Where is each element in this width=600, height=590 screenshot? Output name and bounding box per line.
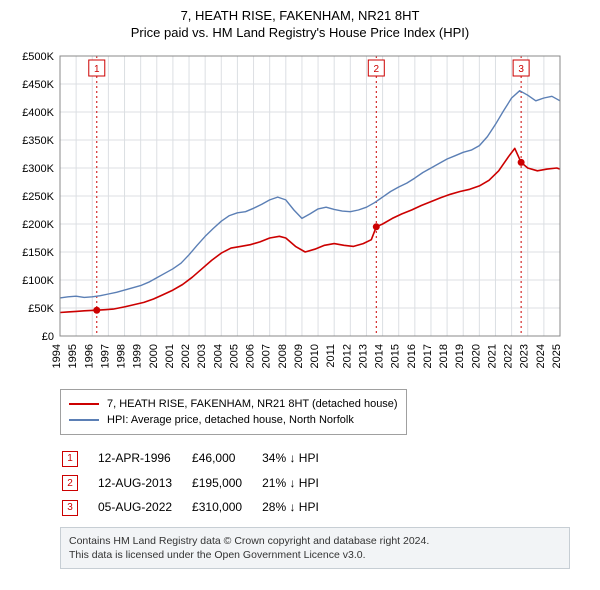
event-marker: 2 bbox=[62, 475, 78, 491]
event-row: 1 12-APR-1996£46,00034% ↓ HPI bbox=[62, 447, 337, 470]
svg-text:2005: 2005 bbox=[228, 344, 240, 368]
svg-text:2: 2 bbox=[374, 64, 380, 75]
svg-text:2014: 2014 bbox=[374, 344, 386, 368]
svg-text:1998: 1998 bbox=[116, 344, 128, 368]
svg-text:2007: 2007 bbox=[261, 344, 273, 368]
event-marker: 1 bbox=[62, 451, 78, 467]
svg-text:2015: 2015 bbox=[390, 344, 402, 368]
svg-text:2025: 2025 bbox=[551, 344, 563, 368]
event-date: 12-AUG-2013 bbox=[98, 472, 190, 495]
svg-text:2016: 2016 bbox=[406, 344, 418, 368]
chart-area: £0 £50K £100K £150K £200K £250K £300K £350K £400… bbox=[10, 46, 590, 381]
event-diff: 34% ↓ HPI bbox=[262, 447, 337, 470]
svg-text:2006: 2006 bbox=[245, 344, 257, 368]
chart-title-subtitle: Price paid vs. HM Land Registry's House … bbox=[10, 25, 590, 40]
svg-text:1996: 1996 bbox=[83, 344, 95, 368]
svg-text:3: 3 bbox=[518, 64, 524, 75]
svg-text:1995: 1995 bbox=[67, 344, 79, 368]
svg-text:£150K: £150K bbox=[22, 247, 54, 259]
svg-text:1999: 1999 bbox=[132, 344, 144, 368]
event-price: £310,000 bbox=[192, 496, 260, 519]
legend-label-hpi: HPI: Average price, detached house, Nort… bbox=[107, 412, 354, 428]
svg-text:2017: 2017 bbox=[422, 344, 434, 368]
svg-text:2019: 2019 bbox=[454, 344, 466, 368]
svg-text:1: 1 bbox=[94, 64, 100, 75]
event-marker: 3 bbox=[62, 500, 78, 516]
legend-item-property: 7, HEATH RISE, FAKENHAM, NR21 8HT (detac… bbox=[69, 396, 398, 412]
svg-text:2003: 2003 bbox=[196, 344, 208, 368]
svg-text:£450K: £450K bbox=[22, 79, 54, 91]
svg-text:2013: 2013 bbox=[357, 344, 369, 368]
event-row: 3 05-AUG-2022£310,00028% ↓ HPI bbox=[62, 496, 337, 519]
svg-text:2021: 2021 bbox=[486, 344, 498, 368]
svg-text:2004: 2004 bbox=[212, 344, 224, 368]
legend-swatch-property bbox=[69, 403, 99, 405]
svg-text:£200K: £200K bbox=[22, 219, 54, 231]
legend-swatch-hpi bbox=[69, 419, 99, 421]
event-diff: 28% ↓ HPI bbox=[262, 496, 337, 519]
svg-text:£350K: £350K bbox=[22, 135, 54, 147]
event-diff: 21% ↓ HPI bbox=[262, 472, 337, 495]
svg-text:2020: 2020 bbox=[470, 344, 482, 368]
svg-text:1997: 1997 bbox=[99, 344, 111, 368]
attribution-footer: Contains HM Land Registry data © Crown c… bbox=[60, 527, 570, 569]
legend-label-property: 7, HEATH RISE, FAKENHAM, NR21 8HT (detac… bbox=[107, 396, 398, 412]
svg-text:£0: £0 bbox=[42, 331, 54, 343]
svg-text:2023: 2023 bbox=[519, 344, 531, 368]
event-row: 2 12-AUG-2013£195,00021% ↓ HPI bbox=[62, 472, 337, 495]
svg-text:£300K: £300K bbox=[22, 163, 54, 175]
events-table: 1 12-APR-1996£46,00034% ↓ HPI 2 12-AUG-2013… bbox=[60, 445, 339, 521]
svg-text:2002: 2002 bbox=[180, 344, 192, 368]
price-chart-svg: £0 £50K £100K £150K £200K £250K £300K £350K £400… bbox=[10, 46, 570, 376]
event-date: 12-APR-1996 bbox=[98, 447, 190, 470]
chart-title-block: 7, HEATH RISE, FAKENHAM, NR21 8HT Price … bbox=[10, 8, 590, 40]
svg-text:£50K: £50K bbox=[28, 303, 54, 315]
svg-text:2024: 2024 bbox=[535, 344, 547, 368]
svg-text:2000: 2000 bbox=[148, 344, 160, 368]
chart-title-address: 7, HEATH RISE, FAKENHAM, NR21 8HT bbox=[10, 8, 590, 23]
event-price: £195,000 bbox=[192, 472, 260, 495]
svg-text:£100K: £100K bbox=[22, 275, 54, 287]
svg-text:2001: 2001 bbox=[164, 344, 176, 368]
event-date: 05-AUG-2022 bbox=[98, 496, 190, 519]
svg-text:2012: 2012 bbox=[341, 344, 353, 368]
svg-text:2009: 2009 bbox=[293, 344, 305, 368]
svg-text:£400K: £400K bbox=[22, 107, 54, 119]
legend-item-hpi: HPI: Average price, detached house, Nort… bbox=[69, 412, 398, 428]
footer-line1: Contains HM Land Registry data © Crown c… bbox=[69, 534, 561, 548]
svg-text:£250K: £250K bbox=[22, 191, 54, 203]
svg-text:2011: 2011 bbox=[325, 344, 337, 368]
footer-line2: This data is licensed under the Open Gov… bbox=[69, 548, 561, 562]
svg-text:1994: 1994 bbox=[51, 344, 63, 368]
legend: 7, HEATH RISE, FAKENHAM, NR21 8HT (detac… bbox=[60, 389, 407, 435]
svg-text:2010: 2010 bbox=[309, 344, 321, 368]
svg-text:£500K: £500K bbox=[22, 51, 54, 63]
event-price: £46,000 bbox=[192, 447, 260, 470]
svg-text:2022: 2022 bbox=[503, 344, 515, 368]
svg-text:2018: 2018 bbox=[438, 344, 450, 368]
svg-text:2008: 2008 bbox=[277, 344, 289, 368]
